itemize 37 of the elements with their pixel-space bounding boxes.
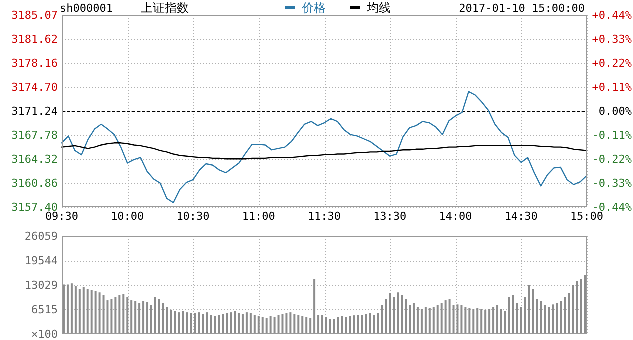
legend-label: 均线 bbox=[366, 1, 391, 15]
y-tick-label: 3167.78 bbox=[12, 128, 58, 142]
y-tick-label: 3181.62 bbox=[12, 32, 58, 46]
x-tick-label: 14:30 bbox=[504, 210, 538, 223]
y-tick-label: 13029 bbox=[24, 279, 58, 292]
x-tick-label: 13:30 bbox=[374, 210, 407, 223]
y-tick-label: 3171.24 bbox=[12, 104, 58, 118]
y-tick-label: 19544 bbox=[24, 254, 58, 268]
y-tick-label: 3178.16 bbox=[12, 56, 58, 70]
y-tick-label: 3164.32 bbox=[12, 152, 58, 166]
y-axis-title: ×100 bbox=[32, 328, 58, 340]
legend-label: 价格 bbox=[301, 1, 326, 15]
x-tick-label: 10:00 bbox=[111, 210, 144, 223]
y2-tick-label: -0.22% bbox=[592, 153, 632, 166]
x-tick-label: 11:00 bbox=[242, 210, 276, 223]
text: sh000001 bbox=[60, 2, 113, 15]
y2-tick-label: +0.33% bbox=[592, 33, 632, 46]
y2-tick-label: -0.11% bbox=[592, 129, 632, 142]
text: 2017-01-10 15:00:00 bbox=[459, 2, 585, 15]
y2-tick-label: 0.00% bbox=[598, 105, 632, 118]
x-tick-label: 09:30 bbox=[45, 210, 79, 223]
y-tick-label: 26059 bbox=[24, 230, 58, 243]
x-tick-label: 15:00 bbox=[570, 210, 604, 223]
y2-tick-label: +0.11% bbox=[592, 81, 632, 94]
y2-tick-label: -0.33% bbox=[592, 177, 632, 190]
x-tick-label: 10:30 bbox=[176, 210, 210, 223]
line-series bbox=[61, 91, 588, 204]
y2-tick-label: +0.22% bbox=[592, 57, 632, 70]
y-tick-label: 3185.07 bbox=[12, 9, 58, 22]
y-tick-label: 6515 bbox=[32, 304, 58, 316]
x-tick-label: 14:00 bbox=[439, 210, 472, 223]
line-series bbox=[61, 142, 588, 160]
y-tick-label: 3160.86 bbox=[12, 176, 58, 190]
chart-title: 上证指数 bbox=[141, 1, 189, 15]
y2-tick-label: +0.44% bbox=[592, 9, 632, 22]
x-tick-label: 11:30 bbox=[308, 210, 342, 223]
y-tick-label: 3174.70 bbox=[12, 80, 58, 94]
